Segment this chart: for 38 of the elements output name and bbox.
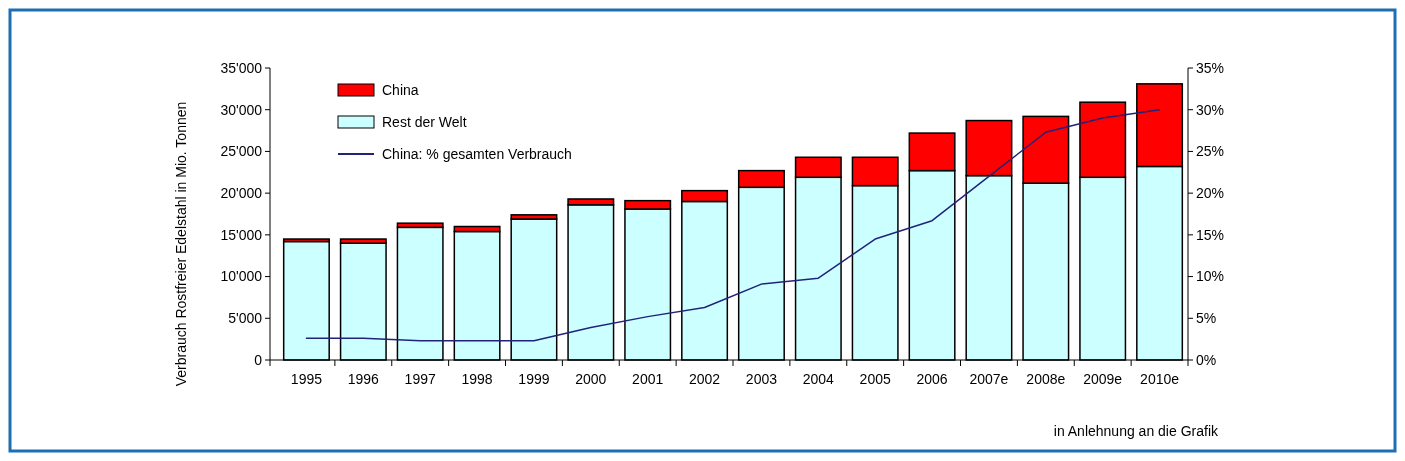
text: in Anlehnung an die Grafik (1053, 423, 1219, 439)
x-tick-label: 2003 (745, 371, 778, 387)
x-tick-label: 2008e (1026, 371, 1066, 387)
x-tick-label: 1998 (461, 371, 493, 387)
y2-tick-label: 30% (1196, 101, 1225, 118)
x-tick-label: 2010e (1140, 371, 1180, 387)
x-tick-label: 2001 (632, 371, 664, 387)
x-tick-label: 2000 (575, 371, 607, 387)
legend-label: China (382, 81, 419, 98)
x-tick-label: 2002 (688, 371, 721, 387)
x-tick-label: 1996 (347, 371, 380, 387)
y-tick-label: 25'000 (220, 143, 263, 160)
y-tick-label: 30'000 (220, 101, 263, 118)
y-tick-label: 15'000 (220, 226, 263, 243)
y-tick-label: 5'000 (228, 310, 263, 327)
x-tick-label: 2009e (1083, 371, 1123, 387)
x-tick-label: 2006 (916, 371, 948, 387)
y2-tick-label: 15% (1196, 226, 1225, 243)
legend-label: China: % gesamten Verbrauch (382, 145, 572, 162)
y2-tick-label: 20% (1196, 185, 1225, 202)
y-tick-label: 10'000 (220, 268, 263, 285)
y2-tick-label: 10% (1196, 268, 1225, 285)
x-tick-label: 2004 (802, 371, 835, 387)
x-tick-label: 1997 (404, 371, 436, 387)
y2-tick-label: 5% (1196, 310, 1217, 327)
x-tick-label: 1999 (518, 371, 550, 387)
y2-tick-label: 0% (1196, 351, 1217, 368)
x-tick-label: 2007e (969, 371, 1009, 387)
y-tick-label: 0 (254, 351, 263, 368)
legend-label: Rest der Welt (382, 113, 467, 130)
y-tick-label: 20'000 (220, 185, 263, 202)
x-tick-label: 2005 (859, 371, 891, 387)
y-axis-title: Verbrauch Rostfreier Edelstahl in Mio. Tonnen (173, 101, 189, 387)
y-tick-label: 35'000 (220, 59, 263, 76)
line-series (305, 108, 1161, 342)
x-tick-label: 1995 (290, 371, 323, 387)
y2-tick-label: 25% (1196, 143, 1225, 160)
y2-tick-label: 35% (1196, 59, 1225, 76)
